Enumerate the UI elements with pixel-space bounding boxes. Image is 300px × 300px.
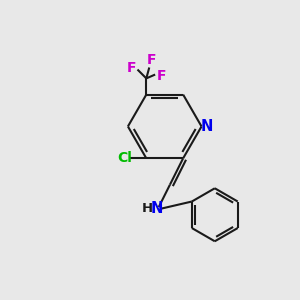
Text: Cl: Cl: [117, 151, 132, 165]
Text: H: H: [142, 202, 153, 215]
Text: F: F: [157, 69, 166, 83]
Text: N: N: [151, 201, 164, 216]
Text: F: F: [126, 61, 136, 75]
Text: F: F: [147, 53, 156, 67]
Text: N: N: [200, 119, 213, 134]
